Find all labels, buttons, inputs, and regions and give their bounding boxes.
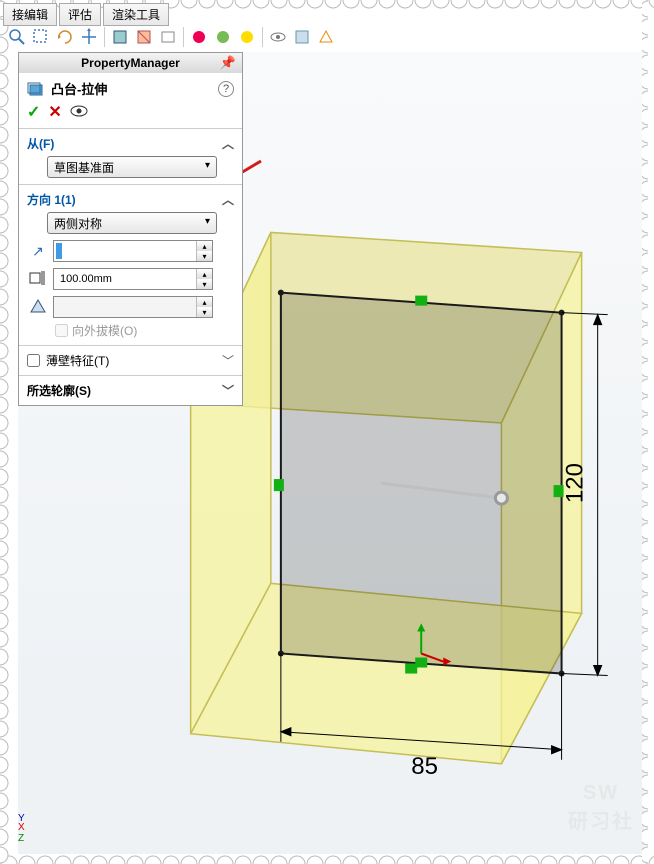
apply-scene-icon[interactable] <box>317 28 335 46</box>
tab-render-tools[interactable]: 渲染工具 <box>103 3 169 26</box>
direction-input[interactable]: ▴▾ <box>53 240 213 262</box>
contour-head[interactable]: 所选轮廓(S) ﹀ <box>27 382 234 399</box>
view-settings-icon[interactable] <box>293 28 311 46</box>
spin-up-2[interactable]: ▴ <box>197 269 212 279</box>
depth-value: 100.00mm <box>58 273 112 285</box>
appearance-icon[interactable] <box>190 28 208 46</box>
dim-height: 120 <box>562 463 589 503</box>
spin-up[interactable]: ▴ <box>197 241 212 251</box>
draft-outward-row[interactable]: 向外拔模(O) <box>55 322 234 339</box>
from-select[interactable]: 草图基准面 ▾ <box>47 156 217 178</box>
draft-spinner[interactable]: ▴▾ <box>196 297 212 317</box>
chevron-up-icon: ︿ <box>222 135 234 152</box>
draft-input[interactable]: ▴▾ <box>53 296 213 318</box>
top-tabs: 接编辑 评估 渲染工具 <box>3 3 169 26</box>
pm-title: PropertyManager <box>81 56 180 70</box>
zoom-area-icon[interactable] <box>32 28 50 46</box>
section-view-icon[interactable] <box>135 28 153 46</box>
direction1-label: 方向 1(1) <box>27 191 76 208</box>
magnify-fit-icon[interactable] <box>8 28 26 46</box>
depth-spinner[interactable]: ▴▾ <box>196 269 212 289</box>
pan-icon[interactable] <box>80 28 98 46</box>
draft-outward-checkbox <box>55 324 68 337</box>
from-section-head[interactable]: 从(F) ︿ <box>27 135 234 152</box>
pin-icon[interactable]: 📌 <box>220 55 236 71</box>
pm-header: PropertyManager 📌 <box>19 52 242 73</box>
spin-down[interactable]: ▾ <box>197 251 212 261</box>
toolbar-separator-3 <box>262 27 263 47</box>
reverse-direction-icon[interactable]: ↗ <box>27 243 49 260</box>
thin-feature-label: 薄壁特征(T) <box>46 352 109 369</box>
depth-input[interactable]: 100.00mm ▴▾ <box>53 268 213 290</box>
input-cursor <box>56 243 62 259</box>
shaded-edges-icon[interactable] <box>111 28 129 46</box>
hide-show-icon[interactable] <box>269 28 287 46</box>
direction1-value: 两侧对称 <box>54 215 102 232</box>
draft-icon[interactable] <box>27 297 49 318</box>
depth-icon <box>27 269 49 290</box>
edit-appearance-icon[interactable] <box>238 28 256 46</box>
ok-button[interactable]: ✓ <box>27 102 40 122</box>
watermark: SW 研习社 <box>568 782 634 834</box>
toolbar-separator <box>104 27 105 47</box>
direction1-head[interactable]: 方向 1(1) ︿ <box>27 191 234 208</box>
dropdown-arrow-icon-2: ▾ <box>205 216 210 227</box>
scene-icon[interactable] <box>214 28 232 46</box>
from-select-value: 草图基准面 <box>54 159 114 176</box>
dropdown-arrow-icon: ▾ <box>205 160 210 171</box>
spin-up-3[interactable]: ▴ <box>197 297 212 307</box>
display-style-icon[interactable] <box>159 28 177 46</box>
dim-width: 85 <box>411 753 438 780</box>
chevron-down-icon-2: ﹀ <box>222 382 234 399</box>
preview-icon[interactable] <box>70 104 88 120</box>
axis-x: X <box>18 822 25 833</box>
contour-label: 所选轮廓(S) <box>27 382 91 399</box>
tab-evaluate[interactable]: 评估 <box>59 3 101 26</box>
watermark-l2: 研习社 <box>568 805 634 834</box>
spinner[interactable]: ▴▾ <box>196 241 212 261</box>
spin-down-3[interactable]: ▾ <box>197 307 212 317</box>
spin-down-2[interactable]: ▾ <box>197 279 212 289</box>
chevron-up-icon-2: ︿ <box>222 191 234 208</box>
cancel-button[interactable]: ✕ <box>48 102 61 122</box>
boss-extrude-icon <box>27 80 45 98</box>
tab-edit[interactable]: 接编辑 <box>3 3 57 26</box>
thin-feature-row[interactable]: 薄壁特征(T) ﹀ <box>27 352 234 369</box>
watermark-l1: SW <box>568 782 634 805</box>
toolbar-separator-2 <box>183 27 184 47</box>
help-icon[interactable]: ? <box>218 81 234 97</box>
chevron-down-icon: ﹀ <box>222 352 234 369</box>
axis-z: Z <box>18 833 24 844</box>
thin-feature-checkbox[interactable] <box>27 354 40 367</box>
feature-title: 凸台-拉伸 <box>51 79 107 98</box>
direction1-select[interactable]: 两侧对称 ▾ <box>47 212 217 234</box>
rotate-view-icon[interactable] <box>56 28 74 46</box>
draft-outward-label: 向外拔模(O) <box>72 322 137 339</box>
from-label: 从(F) <box>27 135 54 152</box>
property-manager-panel: PropertyManager 📌 凸台-拉伸 ? ✓ ✕ 从(F) ︿ 草图基… <box>18 52 243 406</box>
axis-triad: Y X Z <box>18 813 25 844</box>
main-toolbar <box>8 24 646 50</box>
